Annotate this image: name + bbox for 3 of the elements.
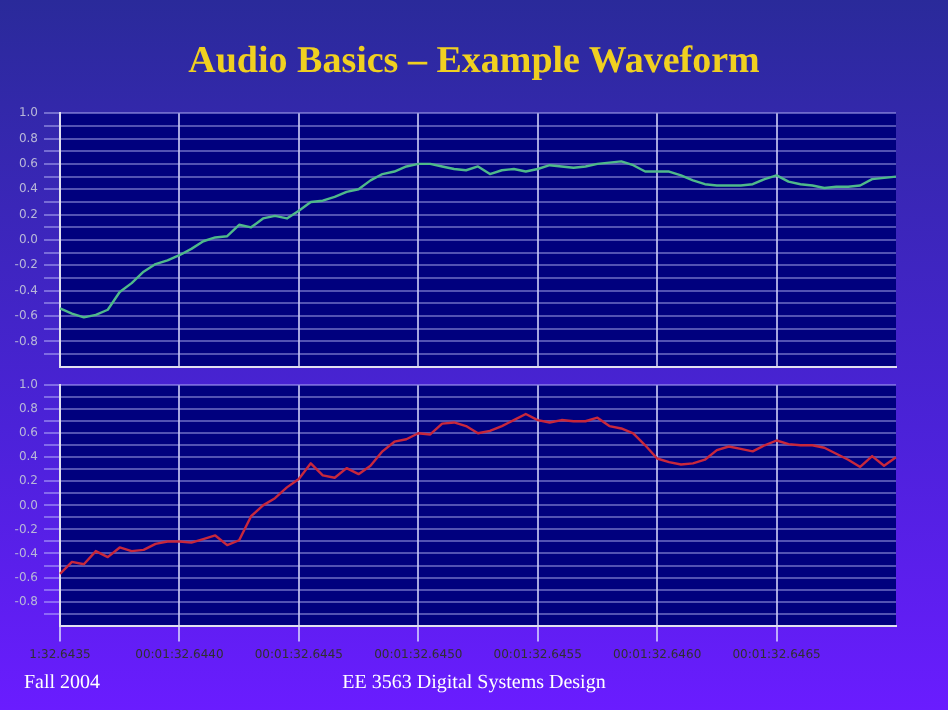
text: Fall 2004 xyxy=(24,672,101,694)
chart-title: Audio Basics – Example Waveform xyxy=(186,40,762,84)
text: EE 3563 Digital Systems Design xyxy=(342,672,606,694)
